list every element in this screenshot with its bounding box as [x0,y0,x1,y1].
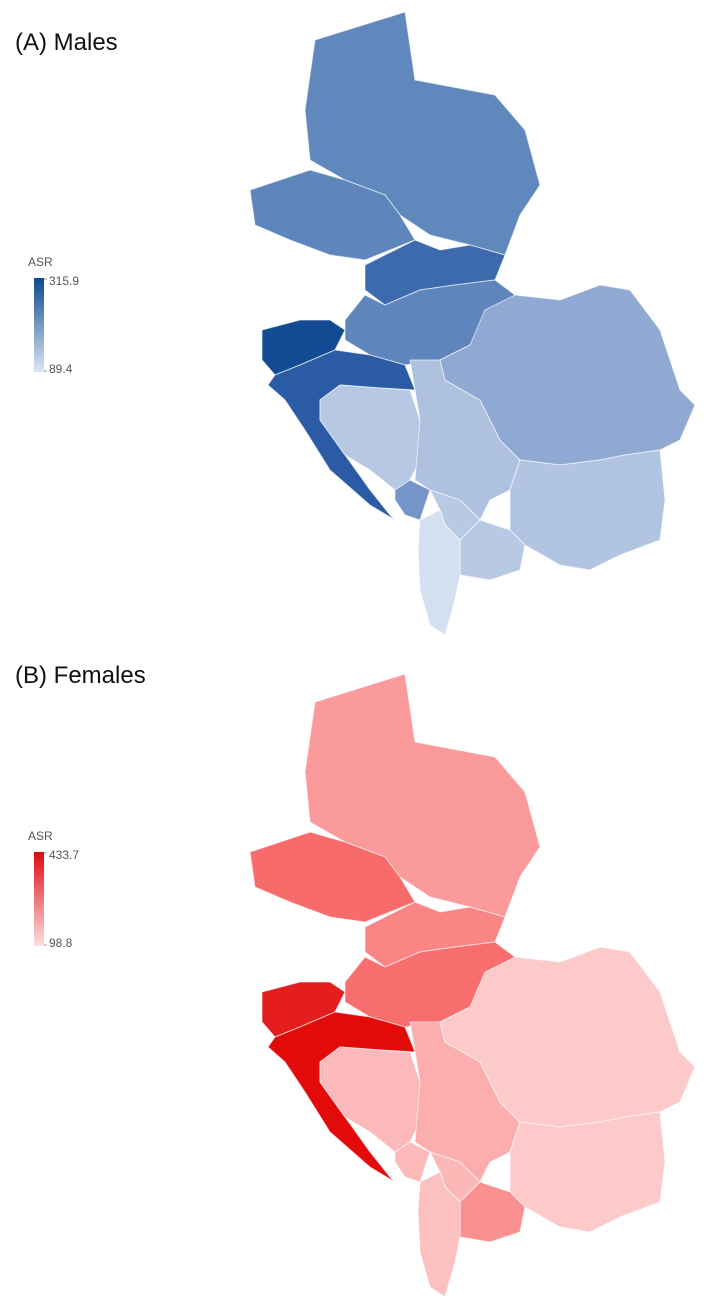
panel-title: (B) Females [15,662,146,689]
region [509,449,666,571]
panel-title: (A) Males [15,29,118,56]
map [249,11,696,636]
legend-title: ASR [28,829,53,843]
legend-title: ASR [28,255,53,269]
legend: ASR 433.7 98.8 [28,829,79,950]
legend-max-label: 433.7 [49,848,79,862]
legend-bar [34,278,44,372]
legend-min-label: 98.8 [49,936,73,950]
map [249,673,696,1298]
region [509,1111,666,1233]
legend-min-label: 89.4 [49,362,73,376]
legend-bar [34,852,44,946]
legend-max-label: 315.9 [49,274,79,288]
panel-females: (B) Females ASR 433.7 98.8 [15,662,696,1298]
legend: ASR 315.9 89.4 [28,255,79,376]
panel-males: (A) Males ASR 315.9 89.4 [15,11,696,636]
